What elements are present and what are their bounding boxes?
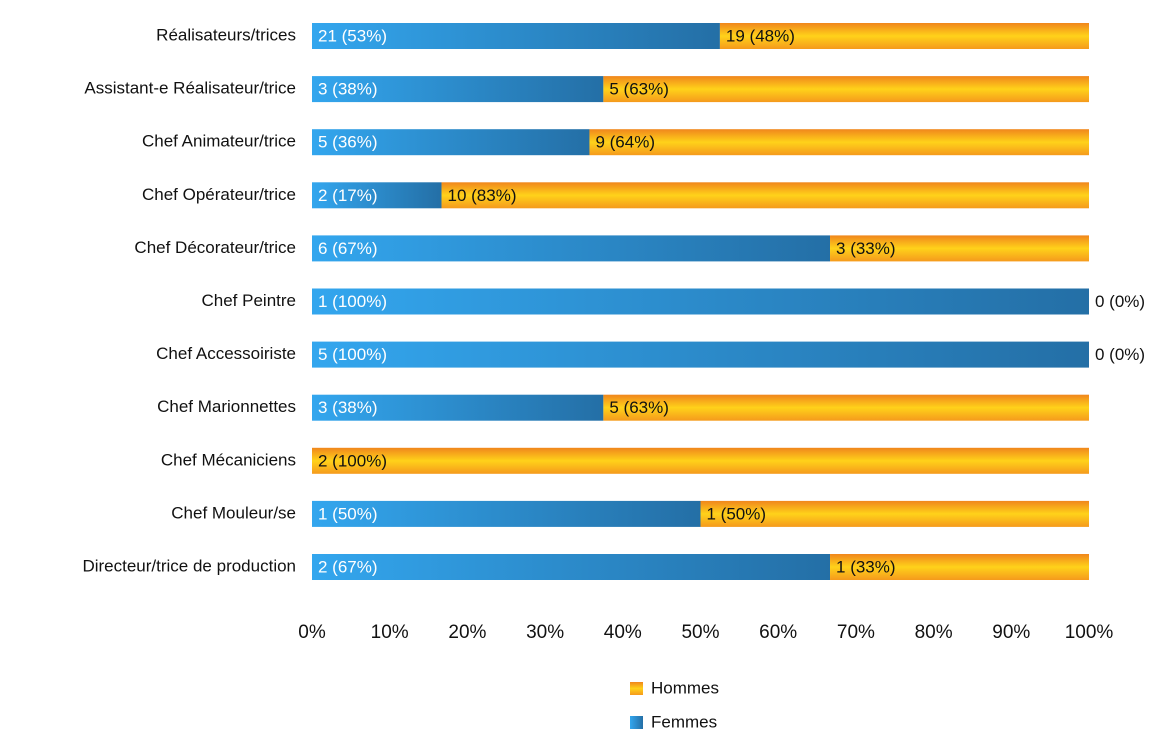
x-tick-label: 10% xyxy=(371,622,409,643)
bar-segment xyxy=(312,554,831,580)
data-label: 3 (38%) xyxy=(318,80,378,99)
data-label: 5 (63%) xyxy=(609,398,669,417)
legend-label: Femmes xyxy=(651,712,717,731)
bar-segment xyxy=(441,182,1090,209)
data-label: 5 (36%) xyxy=(318,133,378,152)
x-tick-label: 70% xyxy=(837,622,875,643)
data-label: 0 (0%) xyxy=(1095,345,1145,364)
legend-swatch xyxy=(630,682,643,695)
x-tick-label: 90% xyxy=(992,622,1030,643)
bar-segment xyxy=(719,23,1089,49)
y-tick-label: Assistant-e Réalisateur/trice xyxy=(84,79,296,98)
x-tick-label: 0% xyxy=(298,622,326,643)
data-label: 21 (53%) xyxy=(318,26,387,45)
bar-segment xyxy=(603,394,1089,421)
bar-segment xyxy=(830,235,1089,262)
bar-segment xyxy=(312,500,701,527)
data-label: 2 (17%) xyxy=(318,186,378,205)
bar-segment xyxy=(312,235,831,262)
data-label: 10 (83%) xyxy=(448,186,517,205)
x-tick-label: 60% xyxy=(759,622,797,643)
data-label: 6 (67%) xyxy=(318,239,378,258)
y-tick-label: Chef Opérateur/trice xyxy=(142,185,296,204)
y-tick-label: Chef Marionnettes xyxy=(157,397,296,416)
bar-segment xyxy=(312,341,1089,368)
data-label: 1 (33%) xyxy=(836,557,896,576)
y-tick-label: Chef Peintre xyxy=(202,291,297,310)
data-label: 2 (67%) xyxy=(318,557,378,576)
bar-segment xyxy=(312,394,604,421)
data-label: 0 (0%) xyxy=(1095,292,1145,311)
bar-segment xyxy=(312,23,720,49)
data-label: 5 (100%) xyxy=(318,345,387,364)
bar-segment xyxy=(312,76,604,103)
bar-segment xyxy=(700,500,1089,527)
data-label: 1 (100%) xyxy=(318,292,387,311)
data-label: 19 (48%) xyxy=(726,26,795,45)
x-tick-label: 100% xyxy=(1065,622,1114,643)
data-label: 2 (100%) xyxy=(318,451,387,470)
bar-segment xyxy=(312,447,1089,474)
data-label: 1 (50%) xyxy=(318,504,378,523)
x-tick-label: 80% xyxy=(915,622,953,643)
x-tick-label: 40% xyxy=(604,622,642,643)
data-label: 3 (38%) xyxy=(318,398,378,417)
data-label: 3 (33%) xyxy=(836,239,896,258)
y-tick-label: Réalisateurs/trices xyxy=(156,25,296,44)
y-tick-label: Chef Mécaniciens xyxy=(161,450,296,469)
bar-segment xyxy=(603,76,1089,103)
y-tick-label: Chef Mouleur/se xyxy=(171,503,296,522)
data-label: 5 (63%) xyxy=(609,80,669,99)
x-tick-label: 20% xyxy=(448,622,486,643)
data-label: 1 (50%) xyxy=(707,504,767,523)
legend-swatch xyxy=(630,716,643,729)
bar-segment xyxy=(312,129,590,156)
data-label: 9 (64%) xyxy=(595,133,655,152)
y-tick-label: Directeur/trice de production xyxy=(82,556,296,575)
x-tick-label: 50% xyxy=(681,622,719,643)
y-tick-label: Chef Décorateur/trice xyxy=(134,238,296,257)
x-tick-label: 30% xyxy=(526,622,564,643)
y-tick-label: Chef Animateur/trice xyxy=(142,132,296,151)
bar-segment xyxy=(589,129,1089,156)
bar-segment xyxy=(830,554,1089,580)
bar-segment xyxy=(312,288,1089,315)
legend-label: Hommes xyxy=(651,678,719,697)
y-tick-label: Chef Accessoiriste xyxy=(156,344,296,363)
bar-segment xyxy=(312,182,442,209)
